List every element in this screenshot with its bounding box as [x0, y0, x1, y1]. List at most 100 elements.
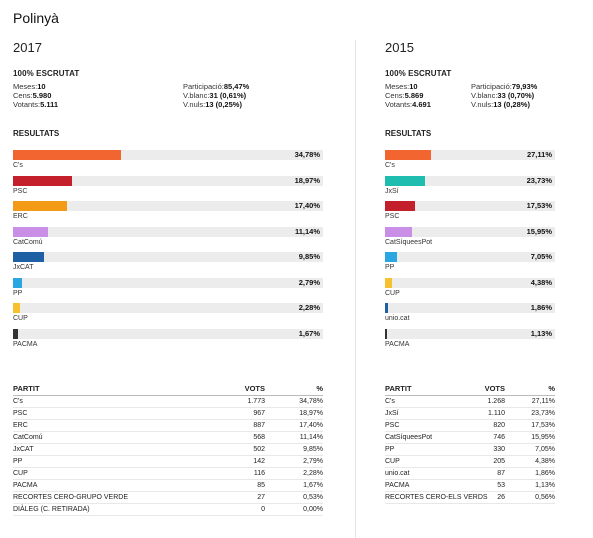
table-row: ERC 887 17,40%: [13, 420, 323, 432]
cell-votes: 87: [497, 470, 505, 477]
column-header-votes: VOTS: [244, 384, 265, 393]
bar-fill: [385, 252, 397, 262]
bar-row: 1,86% unio.cat: [385, 303, 555, 331]
cell-pct: 11,14%: [299, 434, 323, 441]
meta-voters: Votants:5.111: [13, 100, 59, 109]
bar-fill: [13, 328, 19, 339]
cell-votes: 53: [497, 482, 505, 489]
cell-party: C's: [385, 398, 395, 405]
bar-party-name: JxSí: [385, 187, 399, 195]
bar-party-name: CatSíqueesPot: [385, 238, 433, 246]
cell-pct: 15,95%: [531, 434, 555, 441]
table-row: RECORTES CERO-ELS VERDS 26 0,56%: [385, 492, 555, 504]
bar-track: 17,40%: [13, 201, 323, 211]
page-title: Polinyà: [13, 10, 59, 26]
table-row: JxCAT 502 9,85%: [13, 444, 323, 456]
bar-fill: [385, 150, 432, 160]
bar-party-name: C's: [13, 162, 23, 169]
cell-party: unio.cat: [385, 470, 410, 477]
bar-fill: [13, 303, 21, 313]
cell-pct: 1,67%: [303, 482, 323, 489]
bar-percentage: 2,79%: [298, 277, 320, 287]
table-row: CUP 205 4,38%: [385, 456, 555, 468]
meta-null-votes: V.nuls:13 (0,25%): [183, 100, 242, 109]
bar-track: 4,38%: [385, 277, 555, 288]
bar-row: 9,85% JxCAT: [13, 252, 323, 280]
bar-percentage: 15,95%: [526, 226, 552, 236]
table-row: PACMA 53 1,13%: [385, 480, 555, 492]
table-row: C's 1.773 34,78%: [13, 396, 323, 408]
cell-party: CatSíqueesPot: [385, 434, 433, 441]
bar-fill: [13, 226, 48, 237]
cell-votes: 205: [493, 458, 505, 465]
cell-pct: 1,86%: [535, 470, 555, 477]
cell-votes: 85: [257, 482, 265, 489]
bar-party-name: PP: [385, 264, 395, 271]
cell-pct: 1,13%: [535, 482, 555, 489]
cell-votes: 1.110: [488, 410, 505, 417]
bar-percentage: 17,53%: [526, 201, 552, 210]
bar-percentage: 7,05%: [530, 252, 552, 261]
cell-pct: 18,97%: [299, 410, 323, 417]
bar-percentage: 2,28%: [298, 303, 320, 312]
cell-party: PP: [385, 446, 395, 453]
bar-row: 7,05% PP: [385, 252, 555, 280]
bar-fill: [385, 201, 415, 211]
bar-track: 11,14%: [13, 226, 323, 237]
cell-party: RECORTES CERO-GRUPO VERDE: [13, 494, 128, 501]
cell-party: JxCAT: [13, 446, 34, 453]
cell-votes: 502: [253, 446, 265, 453]
meta-participation: Participació:85,47%: [183, 82, 250, 91]
bar-percentage: 27,11%: [526, 150, 552, 159]
bar-row: 15,95% CatSíqueesPot: [385, 226, 555, 255]
cell-party: PACMA: [13, 482, 38, 489]
bar-party-name: PSC: [13, 187, 28, 195]
bar-track: 23,73%: [385, 175, 555, 186]
cell-votes: 1.773: [247, 398, 265, 405]
bar-percentage: 23,73%: [526, 175, 552, 185]
bar-row: 17,53% PSC: [385, 201, 555, 229]
meta-participation: Participació:79,93%: [471, 82, 538, 91]
column-header-pct: %: [548, 384, 555, 393]
table-row: unio.cat 87 1,86%: [385, 468, 555, 480]
bar-row: 27,11% C's: [385, 150, 555, 178]
cell-pct: 23,73%: [531, 410, 555, 417]
bar-fill: [385, 277, 393, 288]
cell-votes: 967: [253, 410, 265, 417]
bar-fill: [13, 252, 44, 262]
bar-party-name: CatComú: [13, 238, 43, 246]
bar-fill: [385, 175, 426, 186]
cell-pct: 17,53%: [531, 422, 555, 429]
cell-pct: 0,53%: [303, 494, 323, 501]
bar-fill: [13, 201, 67, 211]
bar-party-name: unio.cat: [385, 315, 410, 322]
bar-percentage: 1,86%: [530, 303, 552, 312]
bar-track: 27,11%: [385, 150, 555, 160]
meta-census: Cens:5.869: [385, 91, 424, 100]
cell-pct: 34,78%: [299, 398, 323, 405]
cell-votes: 116: [253, 470, 265, 477]
bar-percentage: 9,85%: [298, 252, 320, 261]
bar-track: 2,28%: [13, 303, 323, 313]
bar-fill: [385, 328, 387, 339]
cell-pct: 27,11%: [531, 398, 555, 405]
cell-party: CUP: [13, 470, 28, 477]
bar-track: 9,85%: [13, 252, 323, 262]
bar-party-name: PP: [13, 289, 23, 297]
cell-party: JxSí: [385, 410, 399, 417]
bar-row: 2,79% PP: [13, 277, 323, 306]
bar-party-name: PACMA: [385, 340, 410, 348]
cell-votes: 142: [253, 458, 265, 465]
cell-votes: 568: [253, 434, 265, 441]
column-header-pct: %: [316, 384, 323, 393]
cell-party: PP: [13, 458, 23, 465]
meta-right: Participació:85,47% V.blanc:31 (0,61%) V…: [183, 82, 249, 109]
bar-fill: [13, 150, 121, 160]
cell-votes: 746: [493, 434, 505, 441]
cell-party: PACMA: [385, 482, 410, 489]
table-row: CUP 116 2,28%: [13, 468, 323, 480]
cell-pct: 0,00%: [303, 506, 323, 513]
bar-percentage: 34,78%: [294, 150, 320, 159]
cell-pct: 2,79%: [303, 458, 323, 465]
bar-track: 1,86%: [385, 303, 555, 313]
